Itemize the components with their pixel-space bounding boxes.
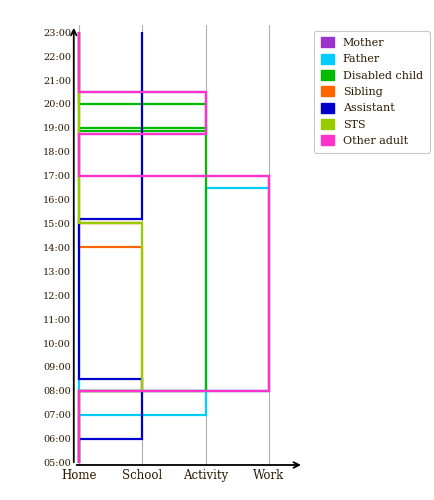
Legend: Mother, Father, Disabled child, Sibling, Assistant, STS, Other adult: Mother, Father, Disabled child, Sibling,… (314, 30, 430, 152)
